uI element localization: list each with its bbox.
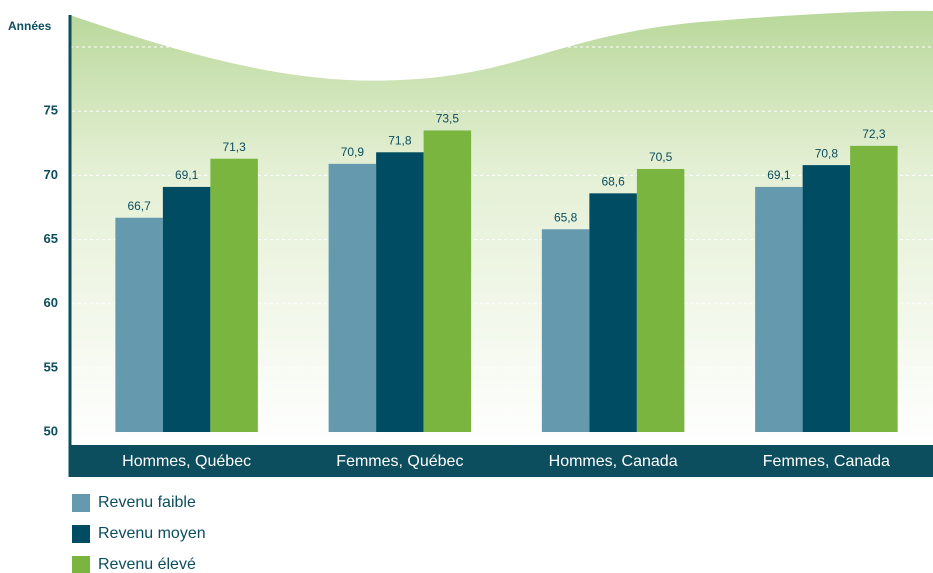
value-label: 70,5 bbox=[649, 150, 673, 164]
legend-label: Revenu faible bbox=[98, 494, 196, 511]
y-tick-label: 70 bbox=[44, 167, 58, 182]
bar bbox=[636, 168, 685, 432]
bar bbox=[210, 158, 258, 432]
x-tick-label: Hommes, Canada bbox=[549, 453, 678, 470]
bar bbox=[802, 165, 851, 432]
value-label: 70,8 bbox=[815, 146, 839, 160]
bar bbox=[376, 152, 424, 432]
bar bbox=[423, 130, 472, 432]
value-label: 68,6 bbox=[601, 175, 625, 189]
value-label: 66,7 bbox=[127, 199, 151, 213]
value-label: 72,3 bbox=[862, 127, 886, 141]
x-tick-label: Femmes, Canada bbox=[763, 453, 890, 470]
value-label: 70,9 bbox=[341, 145, 365, 159]
value-label: 65,8 bbox=[554, 210, 578, 224]
value-label: 69,1 bbox=[175, 168, 199, 182]
bar bbox=[115, 217, 163, 432]
legend-label: Revenu élevé bbox=[98, 556, 196, 573]
y-tick-label: 75 bbox=[44, 103, 58, 118]
background-wave bbox=[70, 10, 933, 445]
y-tick-label: 55 bbox=[44, 359, 58, 374]
x-tick-label: Femmes, Québec bbox=[336, 453, 463, 470]
value-label: 71,3 bbox=[222, 140, 246, 154]
bar bbox=[162, 186, 211, 432]
legend-swatch bbox=[72, 494, 90, 512]
y-tick-label: 65 bbox=[44, 231, 58, 246]
value-label: 69,1 bbox=[767, 168, 791, 182]
category-band bbox=[70, 445, 933, 477]
bar bbox=[589, 193, 637, 432]
bar bbox=[328, 163, 377, 433]
bar bbox=[850, 145, 898, 432]
bar bbox=[755, 186, 803, 432]
y-axis-label: Années bbox=[8, 19, 52, 33]
value-label: 71,8 bbox=[388, 133, 412, 147]
y-tick-label: 60 bbox=[44, 295, 58, 310]
value-label: 73,5 bbox=[436, 112, 460, 126]
legend-label: Revenu moyen bbox=[98, 525, 206, 542]
legend-swatch bbox=[72, 525, 90, 543]
legend-swatch bbox=[72, 556, 90, 573]
bar bbox=[541, 229, 590, 432]
x-tick-label: Hommes, Québec bbox=[122, 453, 251, 470]
y-tick-label: 50 bbox=[44, 423, 58, 438]
